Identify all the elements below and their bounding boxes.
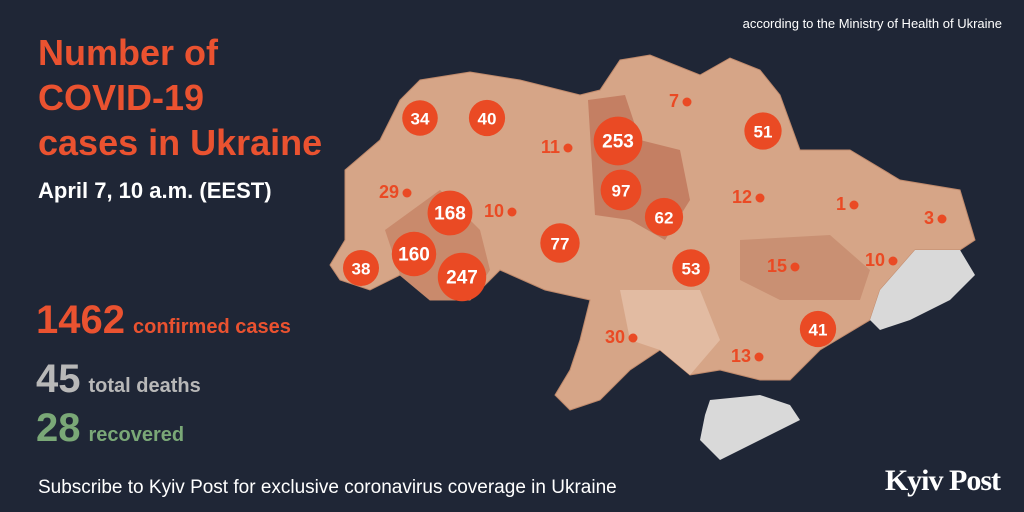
logo: Kyiv Post bbox=[884, 464, 1001, 497]
case-count: 30 bbox=[605, 327, 625, 347]
stat-value: 1462 bbox=[36, 298, 125, 342]
case-count: 247 bbox=[446, 268, 478, 289]
case-bubble bbox=[672, 249, 710, 287]
case-count: 40 bbox=[478, 110, 497, 129]
case-count: 62 bbox=[655, 209, 674, 228]
case-dot bbox=[507, 207, 517, 217]
case-count: 1 bbox=[836, 194, 846, 214]
date: April 7, 10 a.m. (EEST) bbox=[38, 178, 272, 203]
footer: Subscribe to Kyiv Post for exclusive cor… bbox=[38, 477, 617, 498]
stat: 1462 confirmed cases bbox=[36, 298, 291, 343]
region-shade bbox=[620, 290, 720, 375]
case-bubble bbox=[468, 99, 506, 137]
stat-label: total deaths bbox=[88, 375, 201, 397]
case-count: 51 bbox=[754, 123, 773, 142]
title: Number of COVID-19 cases in Ukraine bbox=[38, 30, 322, 165]
case-bubble bbox=[593, 116, 643, 166]
case-bubble bbox=[342, 249, 380, 287]
case-bubble bbox=[540, 223, 580, 263]
case-count: 15 bbox=[767, 256, 787, 276]
case-bubble bbox=[391, 231, 437, 277]
case-count: 160 bbox=[398, 245, 430, 266]
case-bubble bbox=[402, 100, 438, 136]
case-bubble bbox=[799, 310, 837, 348]
stat: 45 total deaths bbox=[36, 357, 201, 402]
case-dot bbox=[755, 193, 765, 203]
case-count: 13 bbox=[731, 346, 751, 366]
case-bubble bbox=[437, 252, 487, 302]
case-dot bbox=[888, 256, 898, 266]
case-count: 53 bbox=[682, 260, 701, 279]
case-dot bbox=[682, 97, 692, 107]
case-count: 10 bbox=[865, 250, 885, 270]
case-dot bbox=[754, 352, 764, 362]
case-dot bbox=[937, 214, 947, 224]
case-bubble bbox=[744, 112, 782, 150]
case-count: 10 bbox=[484, 201, 504, 221]
stat-value: 28 bbox=[36, 406, 81, 450]
stat-label: confirmed cases bbox=[132, 316, 291, 338]
title-line: Number of bbox=[38, 32, 218, 73]
stat-label: recovered bbox=[88, 424, 185, 446]
case-count: 29 bbox=[379, 182, 399, 202]
case-count: 41 bbox=[809, 321, 828, 340]
case-dot bbox=[628, 333, 638, 343]
case-count: 12 bbox=[732, 187, 752, 207]
case-count: 97 bbox=[612, 182, 631, 201]
case-bubble bbox=[644, 197, 684, 237]
case-dot bbox=[849, 200, 859, 210]
case-count: 34 bbox=[411, 110, 430, 129]
case-dot bbox=[563, 143, 573, 153]
source-note: according to the Ministry of Health of U… bbox=[742, 16, 1002, 31]
case-bubble bbox=[427, 190, 473, 236]
region-shade bbox=[740, 235, 870, 300]
case-count: 168 bbox=[434, 204, 466, 225]
case-count: 11 bbox=[541, 137, 560, 157]
case-count: 3 bbox=[924, 208, 934, 228]
occupied-east bbox=[870, 250, 975, 330]
stat: 28 recovered bbox=[36, 406, 184, 451]
stat-value: 45 bbox=[36, 357, 81, 401]
case-dot bbox=[790, 262, 800, 272]
case-bubble bbox=[600, 169, 642, 211]
case-count: 38 bbox=[352, 260, 371, 279]
case-dot bbox=[402, 188, 412, 198]
title-line: cases in Ukraine bbox=[38, 122, 323, 163]
case-count: 7 bbox=[669, 91, 679, 111]
title-line: COVID-19 bbox=[38, 77, 205, 118]
crimea bbox=[700, 395, 800, 460]
case-count: 253 bbox=[602, 132, 634, 153]
case-count: 77 bbox=[551, 235, 570, 254]
